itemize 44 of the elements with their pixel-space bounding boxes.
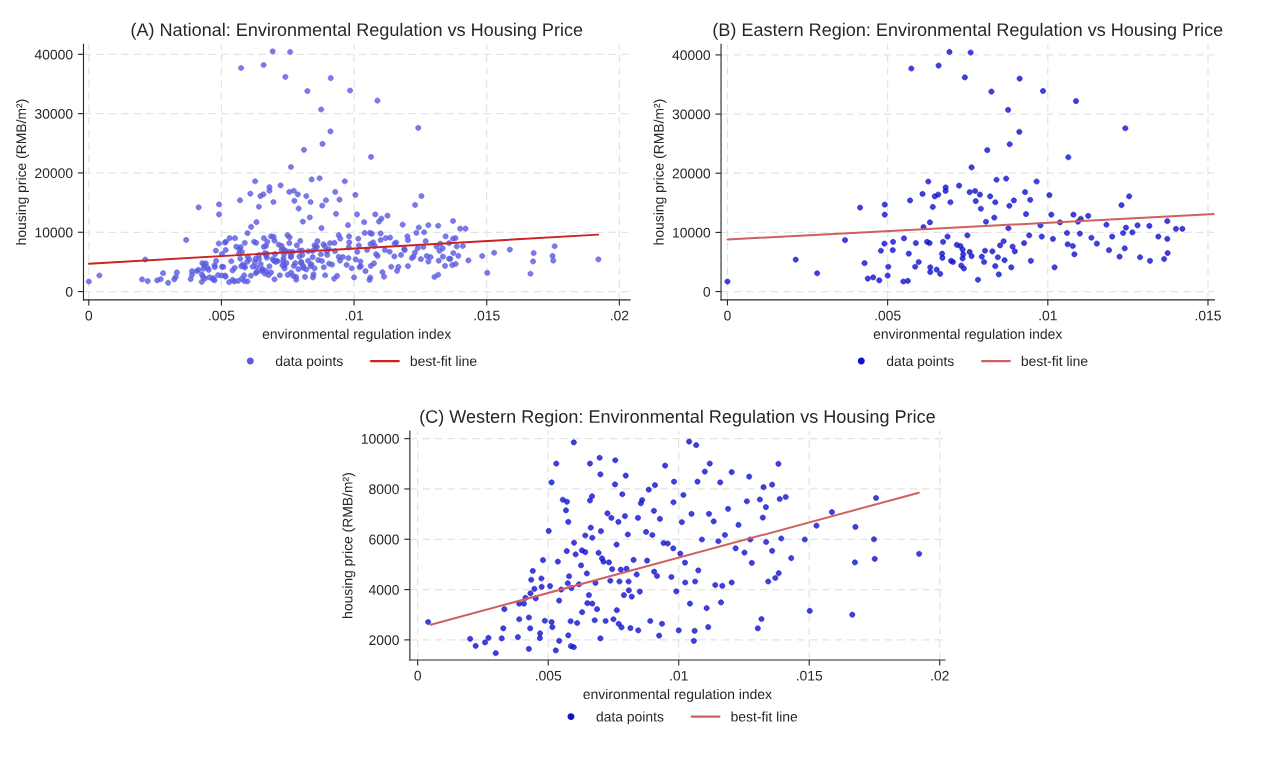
y-tick-label: 0 xyxy=(65,286,73,297)
y-tick-label: 20000 xyxy=(672,168,711,179)
y-tick-label: 10000 xyxy=(673,227,711,238)
x-axis-title: environmental regulation index xyxy=(873,328,1063,342)
legend-label: best-fit line xyxy=(410,355,477,367)
y-tick-label: 8000 xyxy=(369,484,399,495)
y-tick-label: 0 xyxy=(703,286,711,297)
legend-label: data points xyxy=(275,355,343,369)
legend-label: data points xyxy=(596,711,664,725)
y-tick-label: 10000 xyxy=(35,227,73,238)
chart-title: (B) Eastern Region: Environmental Regulation vs Housing Price xyxy=(713,22,1223,40)
x-axis-title: environmental regulation index xyxy=(262,328,452,342)
x-tick-label: .015 xyxy=(474,310,500,321)
x-tick-label: .005 xyxy=(535,670,562,681)
y-tick-label: 6000 xyxy=(369,534,399,545)
x-tick-label: .01 xyxy=(345,310,364,321)
y-tick-label: 30000 xyxy=(34,108,73,119)
y-tick-label: 30000 xyxy=(672,109,711,120)
x-tick-label: 0 xyxy=(414,670,422,681)
x-tick-label: .005 xyxy=(875,310,901,321)
y-axis-title: housing price (RMB/m²) xyxy=(653,99,667,245)
chart-title: (C) Western Region: Environmental Regulation vs Housing Price xyxy=(420,409,935,427)
y-axis-title: housing price (RMB/m²) xyxy=(342,473,356,618)
x-tick-label: .015 xyxy=(796,670,823,681)
x-tick-label: .01 xyxy=(1039,310,1057,321)
y-tick-label: 10000 xyxy=(361,433,399,444)
y-tick-label: 40000 xyxy=(672,50,711,61)
legend-label: data points xyxy=(886,355,954,369)
x-tick-label: .02 xyxy=(931,670,949,681)
legend-label: best-fit line xyxy=(731,711,798,722)
x-axis-title: environmental regulation index xyxy=(583,688,772,702)
x-tick-label: .005 xyxy=(209,310,235,321)
x-tick-label: .015 xyxy=(1195,310,1221,321)
x-tick-label: .01 xyxy=(670,670,688,681)
legend-label: best-fit line xyxy=(1021,355,1088,367)
y-tick-label: 4000 xyxy=(368,584,399,595)
y-tick-label: 2000 xyxy=(369,635,399,646)
chart-title: (A) National: Environmental Regulation vs Housing Price xyxy=(131,22,583,40)
x-tick-label: .02 xyxy=(610,310,629,321)
y-axis-title: housing price (RMB/m²) xyxy=(15,99,29,245)
y-tick-label: 40000 xyxy=(34,49,73,60)
x-tick-label: 0 xyxy=(85,310,93,321)
x-tick-label: 0 xyxy=(724,310,731,321)
y-tick-label: 20000 xyxy=(35,168,73,179)
